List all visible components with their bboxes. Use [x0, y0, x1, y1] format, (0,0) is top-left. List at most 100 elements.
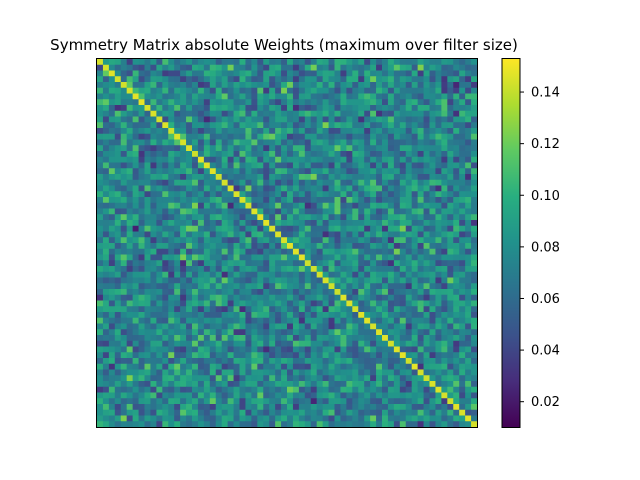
heatmap-cell: [263, 156, 270, 163]
heatmap-cell: [239, 168, 246, 175]
heatmap-cell: [364, 340, 371, 347]
heatmap-cell: [411, 323, 419, 330]
heatmap-cell: [180, 294, 187, 301]
heatmap-cell: [441, 122, 448, 129]
heatmap-cell: [429, 133, 436, 140]
heatmap-cell: [120, 202, 128, 209]
heatmap-cell: [447, 76, 454, 83]
heatmap-cell: [465, 254, 472, 261]
heatmap-cell: [441, 248, 448, 255]
heatmap-cell: [382, 231, 389, 238]
heatmap-cell: [370, 317, 377, 324]
heatmap-cell: [144, 99, 151, 106]
heatmap-cell: [441, 329, 448, 336]
heatmap-cell: [328, 93, 335, 100]
heatmap-cell: [275, 76, 282, 83]
heatmap-cell: [114, 133, 122, 140]
heatmap-cell: [132, 329, 139, 336]
heatmap-cell: [239, 277, 246, 284]
heatmap-cell: [192, 243, 199, 250]
heatmap-cell: [239, 346, 246, 353]
heatmap-cell: [453, 133, 460, 140]
heatmap-cell: [174, 381, 181, 388]
heatmap-cell: [447, 197, 454, 204]
heatmap-cell: [203, 87, 211, 94]
heatmap-cell: [138, 231, 145, 238]
heatmap-cell: [233, 59, 240, 66]
heatmap-cell: [114, 323, 122, 330]
heatmap-cell: [399, 404, 407, 411]
heatmap-cell: [405, 248, 413, 255]
heatmap-cell: [453, 375, 460, 382]
heatmap-cell: [269, 306, 276, 313]
heatmap-cell: [162, 248, 169, 255]
heatmap-cell: [221, 415, 229, 422]
heatmap-cell: [447, 139, 454, 146]
heatmap-cell: [138, 386, 145, 393]
heatmap-cell: [411, 185, 419, 192]
heatmap-cell-diagonal: [334, 289, 341, 296]
heatmap-cell: [316, 133, 324, 140]
heatmap-cell: [405, 208, 413, 215]
heatmap-cell: [251, 283, 258, 290]
heatmap-cell: [245, 404, 252, 411]
heatmap-cell: [186, 59, 193, 66]
heatmap-cell: [203, 369, 211, 376]
heatmap-cell: [186, 421, 193, 428]
heatmap-cell: [411, 271, 419, 278]
heatmap-cell: [233, 386, 240, 393]
heatmap-cell: [150, 283, 157, 290]
heatmap-cell: [417, 225, 424, 232]
heatmap-cell: [387, 271, 395, 278]
heatmap-cell: [215, 145, 223, 152]
heatmap-cell: [471, 375, 478, 382]
heatmap-cell: [239, 392, 246, 399]
heatmap-cell: [168, 260, 175, 267]
heatmap-cell: [156, 122, 163, 129]
heatmap-cell: [441, 139, 448, 146]
heatmap-cell: [239, 93, 246, 100]
heatmap-cell: [132, 421, 139, 428]
heatmap-cell: [108, 404, 116, 411]
heatmap-cell: [239, 363, 246, 370]
heatmap-cell: [316, 162, 324, 169]
heatmap-cell: [441, 346, 448, 353]
heatmap-cell: [316, 122, 324, 129]
heatmap-cell: [156, 375, 163, 382]
heatmap-cell: [441, 243, 448, 250]
heatmap-cell: [453, 289, 460, 296]
heatmap-cell: [281, 277, 288, 284]
heatmap-cell: [298, 105, 306, 112]
heatmap-cell: [387, 392, 395, 399]
heatmap-cell: [281, 352, 288, 359]
heatmap-cell: [364, 271, 371, 278]
heatmap-cell: [192, 156, 199, 163]
heatmap-cell: [138, 260, 145, 267]
heatmap-cell: [417, 404, 424, 411]
heatmap-cell: [132, 358, 139, 365]
heatmap-cell: [465, 306, 472, 313]
heatmap-cell: [441, 352, 448, 359]
heatmap-cell: [227, 197, 234, 204]
heatmap-cell: [316, 82, 324, 89]
heatmap-cell: [114, 277, 122, 284]
heatmap-cell: [411, 306, 419, 313]
heatmap-cell: [370, 99, 377, 106]
heatmap-cell: [114, 392, 122, 399]
heatmap-cell: [316, 70, 324, 77]
heatmap-cell: [257, 151, 264, 158]
heatmap-cell: [352, 162, 359, 169]
heatmap-cell: [310, 82, 318, 89]
heatmap-cell: [209, 300, 217, 307]
heatmap-cell: [328, 59, 335, 66]
heatmap-cell: [298, 162, 306, 169]
heatmap-cell: [376, 283, 383, 290]
heatmap-cell: [263, 237, 270, 244]
heatmap-cell: [376, 300, 383, 307]
heatmap-cell: [298, 271, 306, 278]
heatmap-cell: [132, 231, 139, 238]
heatmap-cell: [227, 386, 234, 393]
heatmap-cell: [352, 145, 359, 152]
heatmap-cell: [168, 392, 175, 399]
heatmap-cell: [447, 122, 454, 129]
